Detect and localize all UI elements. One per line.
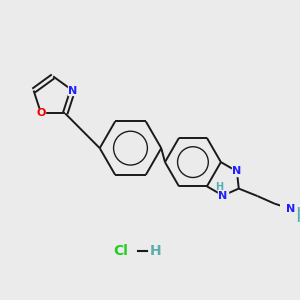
Bar — [68, 86, 77, 95]
Text: N: N — [286, 204, 296, 214]
Text: H: H — [150, 244, 161, 258]
Bar — [286, 204, 296, 214]
Text: N: N — [232, 166, 242, 176]
Text: Cl: Cl — [114, 244, 129, 258]
Bar — [37, 109, 45, 118]
Text: N: N — [68, 85, 77, 95]
Text: H: H — [296, 214, 300, 224]
Bar — [218, 191, 228, 200]
Text: H: H — [215, 182, 223, 192]
Bar — [232, 167, 242, 176]
Text: O: O — [36, 109, 46, 118]
Text: H: H — [296, 207, 300, 217]
Text: N: N — [218, 190, 227, 201]
